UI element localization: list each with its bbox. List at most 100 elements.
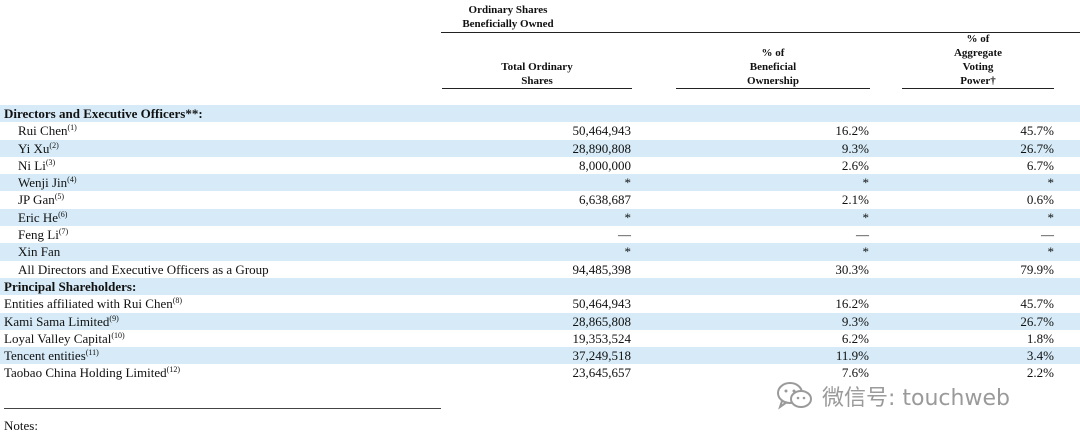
group-header-line1: Ordinary Shares (468, 4, 548, 16)
footnote-ref: (10) (111, 330, 125, 340)
table-row: Taobao China Holding Limited(12) 23,645,6… (0, 364, 1080, 381)
row-label: Xin Fan (18, 243, 60, 260)
section-header-row: Directors and Executive Officers**: (0, 105, 1080, 123)
total-shares-cell: 23,645,657 (572, 365, 632, 381)
beneficial-ownership-cell: 2.6% (841, 157, 869, 173)
total-shares-cell: 6,638,687 (579, 192, 631, 208)
total-shares-cell: 50,464,943 (572, 123, 632, 139)
row-label: Yi Xu(2) (18, 140, 59, 157)
row-label-text: All Directors and Executive Officers as … (18, 261, 269, 277)
row-label-text: Kami Sama Limited (4, 313, 110, 329)
voting-power-cell: 45.7% (1020, 296, 1054, 312)
total-shares-cell: 28,890,808 (572, 140, 632, 156)
row-label: Tencent entities(11) (4, 347, 99, 364)
row-label-text: Tencent entities (4, 348, 86, 364)
voting-power-cell: * (1047, 175, 1055, 191)
total-shares-cell: * (624, 244, 632, 260)
table-row: Eric He(6) * * * (0, 208, 1080, 227)
beneficial-ownership-cell: 30.3% (835, 261, 869, 277)
table-row: Wenji Jin(4) * * * (0, 174, 1080, 192)
watermark-text: 微信号: touchweb (822, 386, 1010, 411)
row-label-text: Ni Li (18, 157, 46, 173)
row-label-text: Wenji Jin (18, 175, 68, 191)
row-label: Eric He(6) (18, 209, 67, 226)
row-label: Ni Li(3) (18, 157, 55, 174)
table-row: JP Gan(5) 6,638,687 2.1% 0.6% (0, 191, 1080, 208)
row-label-text: JP Gan (18, 192, 55, 208)
beneficial-ownership-cell: * (862, 209, 870, 225)
voting-power-cell: 3.4% (1026, 348, 1054, 364)
beneficial-ownership-cell: 2.1% (841, 192, 869, 208)
beneficial-ownership-cell: 16.2% (835, 123, 869, 139)
row-label-text: Feng Li (18, 227, 59, 243)
beneficial-ownership-cell: * (862, 244, 870, 260)
row-label-text: Principal Shareholders: (4, 278, 137, 294)
row-label: JP Gan(5) (18, 191, 64, 208)
footnote-ref: (11) (85, 348, 99, 358)
col-rule-voting-power (902, 88, 1054, 89)
beneficial-ownership-cell: — (856, 227, 869, 243)
row-label: Taobao China Holding Limited(12) (4, 364, 180, 381)
row-label: All Directors and Executive Officers as … (18, 261, 269, 278)
voting-power-cell: * (1047, 244, 1055, 260)
voting-power-cell: 45.7% (1020, 123, 1054, 139)
row-label: Wenji Jin(4) (18, 174, 76, 191)
row-label-text: Rui Chen (18, 123, 68, 139)
total-shares-cell: — (618, 227, 631, 243)
row-label: Loyal Valley Capital(10) (4, 330, 125, 347)
beneficial-ownership-cell: 9.3% (841, 140, 869, 156)
voting-power-cell: 2.2% (1026, 365, 1054, 381)
row-label: Entities affiliated with Rui Chen(8) (4, 295, 182, 312)
voting-power-cell: * (1047, 209, 1055, 225)
ownership-table: Directors and Executive Officers**: Rui C… (0, 105, 1080, 382)
table-row: Tencent entities(11) 37,249,518 11.9% 3.4% (0, 347, 1080, 365)
beneficial-ownership-cell: 16.2% (835, 296, 869, 312)
wechat-icon (777, 382, 812, 410)
notes-divider (4, 408, 441, 409)
row-label-text: Directors and Executive Officers**: (4, 106, 203, 121)
section-header-row: Principal Shareholders: (0, 277, 1080, 296)
watermark: 微信号: touchweb (776, 380, 1010, 412)
footnote-ref: (1) (67, 123, 77, 133)
table-row: Feng Li(7) — — — (0, 226, 1080, 243)
table-row: Entities affiliated with Rui Chen(8) 50,4… (0, 295, 1080, 312)
col-rule-total-shares (442, 88, 632, 89)
total-shares-cell: 8,000,000 (579, 157, 631, 173)
voting-power-cell: — (1041, 227, 1054, 243)
footnote-ref: (3) (45, 157, 56, 167)
col-header-beneficial-ownership: % of Beneficial Ownership (747, 47, 799, 87)
row-label-text: Taobao China Holding Limited (4, 365, 167, 381)
col-header-voting-power: % of Aggregate Voting Power† (953, 33, 1003, 87)
total-shares-cell: 37,249,518 (572, 348, 632, 364)
total-shares-cell: 50,464,943 (572, 296, 632, 312)
beneficial-ownership-cell: * (862, 175, 870, 191)
group-header: Ordinary Shares Beneficially Owned (440, 3, 576, 31)
footnote-ref: (9) (109, 313, 119, 323)
voting-power-cell: 6.7% (1026, 157, 1054, 173)
footnote-ref: (6) (58, 209, 68, 219)
table-row: Rui Chen(1) 50,464,943 16.2% 45.7% (0, 122, 1080, 139)
row-label-text: Yi Xu (18, 140, 50, 156)
total-shares-cell: 28,865,808 (572, 313, 632, 329)
table-row: Xin Fan * * * (0, 243, 1080, 261)
group-header-line2: Beneficially Owned (462, 18, 554, 30)
beneficial-ownership-cell: 7.6% (841, 365, 869, 381)
table-row: Yi Xu(2) 28,890,808 9.3% 26.7% (0, 139, 1080, 157)
total-shares-cell: 94,485,398 (572, 261, 632, 277)
footnote-ref: (4) (67, 175, 77, 185)
total-shares-cell: * (624, 209, 632, 225)
row-label-text: Loyal Valley Capital (4, 330, 112, 346)
table-row: Kami Sama Limited(9) 28,865,808 9.3% 26.7% (0, 312, 1080, 330)
col-rule-beneficial-ownership (676, 88, 870, 89)
footnote-ref: (8) (172, 296, 183, 306)
row-label: Feng Li(7) (18, 226, 68, 243)
row-label: Directors and Executive Officers**: (4, 105, 203, 122)
footnote-ref: (2) (49, 140, 59, 150)
row-label: Kami Sama Limited(9) (4, 313, 119, 330)
total-shares-cell: * (624, 175, 632, 191)
table-row: Loyal Valley Capital(10) 19,353,524 6.2% 1.… (0, 330, 1080, 347)
notes-label: Notes: (4, 418, 38, 433)
row-label: Principal Shareholders: (4, 278, 136, 295)
beneficial-ownership-cell: 6.2% (841, 330, 869, 346)
voting-power-cell: 1.8% (1026, 330, 1054, 346)
